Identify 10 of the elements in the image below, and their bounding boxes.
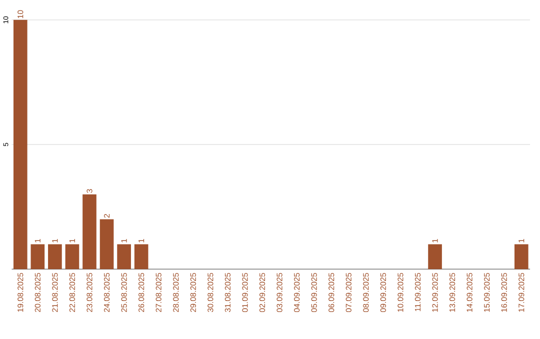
bar [48,244,62,270]
bar [65,244,80,270]
bar [514,244,528,270]
bar [134,244,148,270]
bar [13,20,28,270]
bar [100,219,114,270]
bar [82,194,96,270]
bar [30,244,45,270]
bar [117,244,131,270]
bar [428,244,442,270]
